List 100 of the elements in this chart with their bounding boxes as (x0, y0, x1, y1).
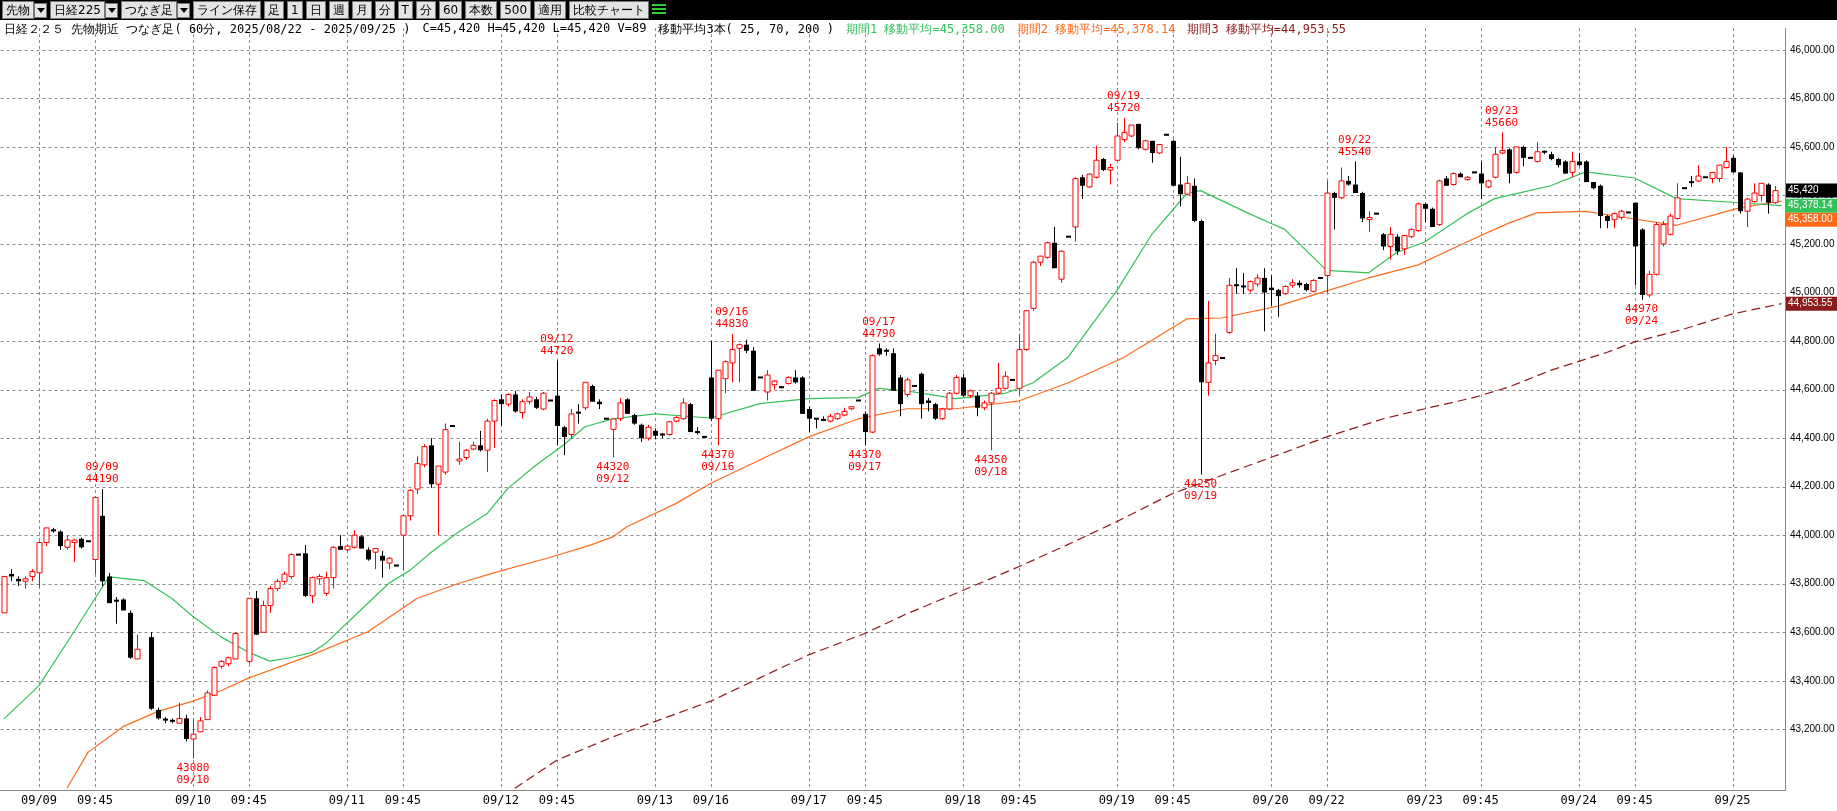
legend-title: 移動平均3本( 25, 70, 200 ) (658, 21, 834, 38)
x-tick-label: 09/10 (174, 793, 212, 808)
candlestick (638, 423, 645, 443)
text: ライン保存 (192, 1, 261, 19)
text: 比較チャート (569, 1, 650, 19)
text: 期間3 移動平均=44,953.55 (1187, 21, 1347, 38)
candlestick (1240, 272, 1247, 295)
annotation: 09/17 44790 (862, 314, 896, 340)
candlestick (1394, 233, 1401, 256)
x-tick-label: 09:45 (1462, 793, 1499, 808)
x-tick-label: 09/16 (692, 793, 729, 808)
y-tick-label: 45,800.00 (1790, 92, 1835, 104)
text: 1 (286, 1, 303, 19)
candlestick (974, 391, 981, 417)
x-tick-label: 09/13 (636, 793, 673, 808)
x-tick-label: 09/18 (944, 793, 981, 808)
y-tick-label: 45,000.00 (1790, 286, 1835, 298)
candlestick (960, 373, 967, 398)
candlestick (57, 529, 64, 551)
annotation: 09/19 45720 (1107, 89, 1141, 115)
x-tick-label: 09:45 (1616, 793, 1653, 808)
candlestick (561, 425, 568, 456)
annotation: 44370 09/17 (848, 447, 882, 473)
text: 足 (263, 1, 284, 19)
chart-subtitle: C=45,420 H=45,420 L=45,420 V=89 (422, 21, 647, 37)
candlestick (1765, 182, 1772, 215)
annotation: 09/16 44830 (715, 305, 749, 331)
candlestick (1261, 267, 1268, 332)
candlestick (1478, 160, 1485, 200)
candlestick (806, 406, 813, 433)
candlestick (1429, 207, 1436, 228)
text: 期間1 移動平均=45,358.00 (845, 21, 1005, 38)
y-tick-label: 44,000.00 (1790, 528, 1835, 540)
candlestick (1331, 191, 1338, 230)
annotation: 09/09 44190 (85, 460, 119, 486)
x-tick-label: 09/25 (1714, 793, 1751, 808)
x-tick-label: 09/19 (1098, 793, 1135, 808)
x-tick-label: 09:45 (538, 793, 575, 808)
candlestick (498, 393, 505, 427)
text: 分 (415, 1, 436, 19)
text: T (397, 1, 413, 19)
candlestick (1233, 267, 1240, 295)
x-tick-label: 09/17 (790, 793, 827, 808)
candlestick (512, 390, 519, 414)
annotation: 43080 09/10 (176, 760, 210, 786)
y-tick-label: 44,600.00 (1790, 383, 1835, 395)
y-tick-label: 44,200.00 (1790, 480, 1835, 492)
text: 60 (438, 1, 463, 19)
text: 45,420 (1788, 184, 1820, 196)
text: 日 (305, 1, 326, 19)
candlestick (379, 550, 386, 579)
x-tick-label: 09/12 (482, 793, 519, 808)
y-tick-label: 43,800.00 (1790, 577, 1835, 589)
text: 月 (351, 1, 372, 19)
x-tick-label: 09:45 (230, 793, 267, 808)
chart-title: 日経２２５ 先物期近 つなぎ足( 60分, 2025/08/22 - 2025/09/25 ) (4, 21, 411, 38)
text: つなぎ足 (120, 1, 177, 19)
annotation: 09/12 44720 (540, 331, 574, 357)
text: 44,953.55 (1788, 297, 1833, 309)
text: 週 (328, 1, 349, 19)
annotation: 44350 09/18 (974, 452, 1008, 478)
x-tick-label: 09/20 (1252, 793, 1289, 808)
candlestick (1352, 160, 1359, 194)
text: 本数 (465, 1, 498, 19)
annotation: 09/22 45540 (1338, 132, 1372, 158)
candlestick (183, 714, 190, 742)
annotation: 09/23 45660 (1485, 103, 1519, 129)
y-tick-label: 43,600.00 (1790, 626, 1835, 638)
text: 適用 (534, 1, 567, 19)
x-tick-label: 09:45 (846, 793, 883, 808)
annotation: 44320 09/12 (596, 459, 630, 485)
y-tick-label: 45,600.00 (1790, 140, 1835, 152)
text: 日経225 (50, 1, 105, 19)
y-tick-label: 43,200.00 (1790, 723, 1835, 735)
text: 期間2 移動平均=45,378.14 (1016, 21, 1176, 38)
x-tick-label: 09:45 (384, 793, 421, 808)
y-tick-label: 44,400.00 (1790, 431, 1835, 443)
candlestick (477, 430, 484, 452)
x-tick-label: 09:45 (1000, 793, 1037, 808)
candlestick (113, 596, 120, 625)
annotation: 44370 09/16 (701, 447, 735, 473)
x-tick-label: 09:45 (76, 793, 114, 808)
text: 分 (374, 1, 395, 19)
candlestick (1422, 202, 1429, 223)
x-tick-label: 09/09 (20, 793, 58, 808)
line-series (514, 303, 1783, 789)
x-tick-label: 09/24 (1560, 793, 1597, 808)
y-tick-label: 43,400.00 (1790, 674, 1835, 686)
candlestick (1079, 174, 1086, 200)
y-tick-label: 44,800.00 (1790, 334, 1835, 346)
candlestick (862, 410, 869, 446)
x-tick-label: 09/22 (1308, 793, 1345, 808)
candlestick (1177, 156, 1184, 207)
x-tick-label: 09/11 (328, 793, 365, 808)
text: 45,358.00 (1788, 213, 1833, 225)
y-tick-label: 46,000.00 (1790, 43, 1835, 55)
candlestick (575, 403, 582, 425)
text: 500 (500, 1, 532, 19)
x-tick-label: 09:45 (1154, 793, 1191, 808)
text: 先物 (2, 1, 34, 19)
